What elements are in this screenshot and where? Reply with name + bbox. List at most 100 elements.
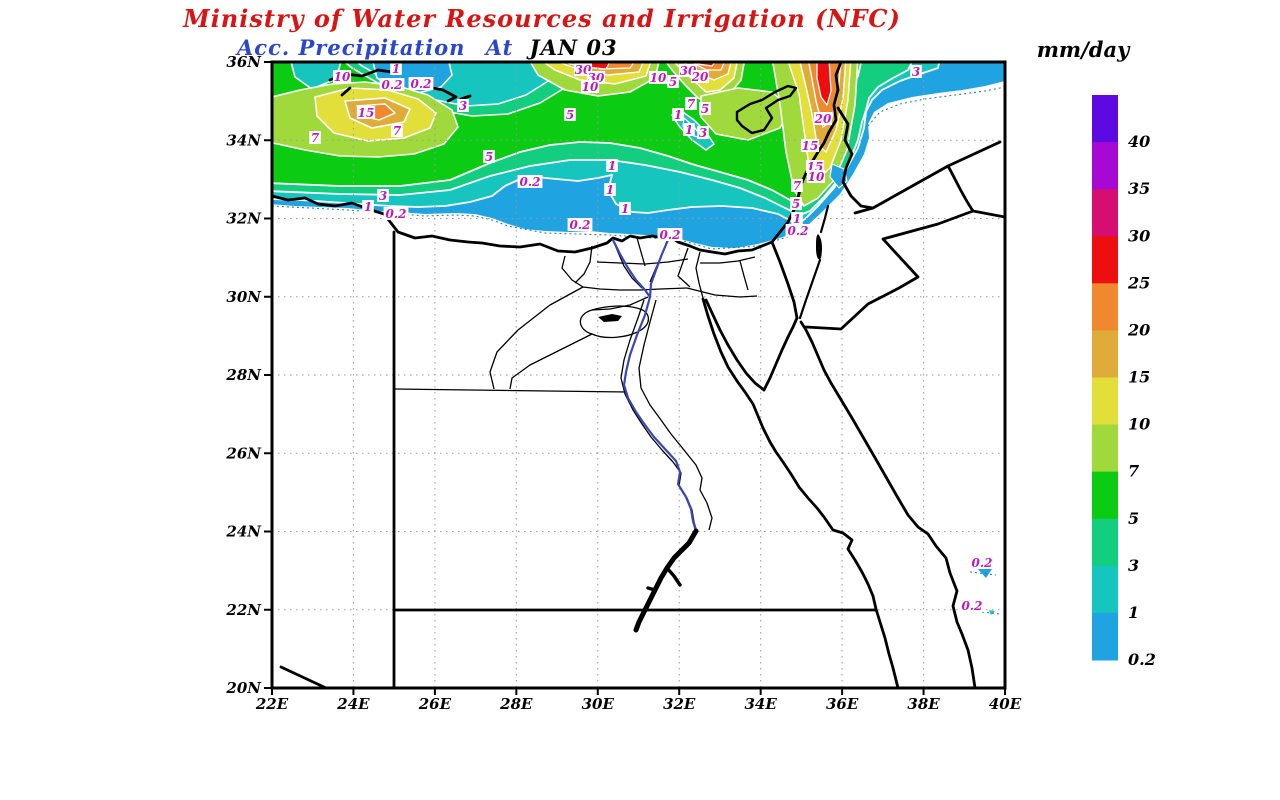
subtitle-at: At (484, 35, 514, 60)
svg-text:20: 20 (814, 112, 832, 126)
contour-label: 7 (309, 131, 321, 145)
contour-label: 7 (391, 124, 403, 138)
svg-text:10: 10 (650, 71, 667, 85)
contour-label: 10 (806, 170, 826, 184)
svg-text:3: 3 (912, 65, 920, 79)
legend-value-label: 35 (1128, 179, 1150, 198)
contour-label: 7 (791, 179, 803, 193)
svg-text:1: 1 (364, 200, 372, 214)
svg-text:0.2: 0.2 (570, 218, 591, 232)
legend-swatch (1092, 95, 1118, 143)
contour-label: 0.2 (383, 207, 409, 221)
dead-sea (816, 234, 822, 260)
lake-qarun (598, 314, 622, 322)
svg-text:1: 1 (606, 183, 614, 197)
x-tick-label: 28E (499, 695, 533, 713)
legend-value-label: 3 (1128, 556, 1139, 575)
legend-swatch (1092, 330, 1118, 378)
svg-text:5: 5 (701, 102, 709, 116)
contour-label: 0.2 (785, 224, 811, 238)
legend-swatch (1092, 565, 1118, 614)
colorbar-legend: 40 35 30 25 20 15 10 7 5 3 1 0.2 (1092, 95, 1156, 669)
svg-text:0.2: 0.2 (411, 77, 432, 91)
svg-text:7: 7 (793, 179, 802, 193)
legend-value-label: 40 (1128, 132, 1150, 151)
y-tick-label: 34N (226, 131, 262, 149)
y-tick-label: 22N (225, 601, 262, 619)
subtitle: Acc. Precipitation At JAN 03 (235, 35, 618, 60)
svg-text:7: 7 (393, 124, 402, 138)
svg-text:15: 15 (358, 106, 375, 120)
contour-label: 0.2 (379, 78, 405, 92)
legend-swatch (1092, 377, 1118, 426)
svg-text:1: 1 (621, 202, 629, 216)
contour-label: 5 (483, 150, 495, 164)
svg-text:1: 1 (392, 62, 400, 76)
svg-text:5: 5 (792, 197, 800, 211)
y-tick-label: 24N (225, 523, 262, 541)
svg-text:7: 7 (311, 131, 320, 145)
contour-label: 5 (790, 197, 802, 211)
x-tick-label: 26E (418, 695, 452, 713)
precip-shading (272, 62, 1005, 615)
contour-label: 0.2 (567, 218, 593, 232)
y-tick-label: 30N (226, 288, 262, 306)
nile-river (611, 238, 698, 533)
y-tick-label: 20N (225, 679, 262, 697)
svg-text:1: 1 (685, 123, 693, 137)
contour-label: 1 (390, 62, 402, 76)
svg-text:0.2: 0.2 (382, 78, 403, 92)
svg-text:3: 3 (379, 189, 387, 203)
legend-swatch (1092, 518, 1118, 567)
svg-text:10: 10 (582, 80, 599, 94)
graticule (272, 62, 1005, 688)
lake-nasser (633, 528, 699, 633)
contour-label: 3 (377, 189, 389, 203)
units-label: mm/day (1037, 37, 1131, 62)
svg-text:20: 20 (691, 70, 709, 84)
contour-label: 0.2 (408, 77, 434, 91)
contour-label: 1 (619, 202, 631, 216)
contour-label: 15 (800, 139, 820, 153)
y-tick-label: 32N (226, 210, 262, 228)
contour-label: 3 (910, 65, 922, 79)
contour-label: 0.2 (969, 556, 995, 570)
legend-value-label: 30 (1128, 226, 1150, 245)
svg-text:0.2: 0.2 (520, 175, 541, 189)
svg-text:10: 10 (808, 170, 825, 184)
x-tick-label: 30E (582, 695, 615, 713)
svg-text:0.2: 0.2 (972, 556, 993, 570)
contour-label: 5 (564, 108, 576, 122)
contour-label: 0.2 (959, 599, 985, 613)
svg-text:5: 5 (485, 150, 493, 164)
contour-label: 15 (356, 106, 376, 120)
legend-value-label: 1 (1128, 603, 1139, 622)
contour-label: 1 (683, 123, 695, 137)
contour-label: 0.2 (657, 228, 683, 242)
svg-text:7: 7 (687, 97, 696, 111)
legend-value-label: 10 (1128, 415, 1150, 434)
contour-label: 20 (691, 70, 710, 84)
contour-label: 5 (667, 75, 679, 89)
legend-value-label: 0.2 (1128, 650, 1156, 669)
legend-swatch (1092, 612, 1118, 661)
x-tick-label: 22E (255, 695, 289, 713)
subtitle-param: Acc. Precipitation (235, 35, 465, 60)
legend-swatch (1092, 471, 1118, 520)
contour-label: 3 (457, 99, 469, 113)
contour-label: 20 (814, 112, 833, 126)
y-axis: 36N 34N 32N 30N 28N 26N 24N 22N 20N (225, 53, 272, 697)
svg-text:0.2: 0.2 (788, 224, 809, 238)
legend-swatch (1092, 424, 1118, 473)
contour-label: 1 (791, 212, 803, 226)
svg-text:Acc. Precipitation At: Acc. Precipitation At JAN 03 (235, 35, 618, 60)
x-tick-label: 36E (826, 695, 859, 713)
page-title: Ministry of Water Resources and Irrigati… (182, 4, 901, 33)
contour-label: 10 (332, 70, 352, 84)
legend-swatch (1092, 283, 1118, 331)
contour-label: 5 (699, 102, 711, 116)
svg-text:15: 15 (802, 139, 819, 153)
